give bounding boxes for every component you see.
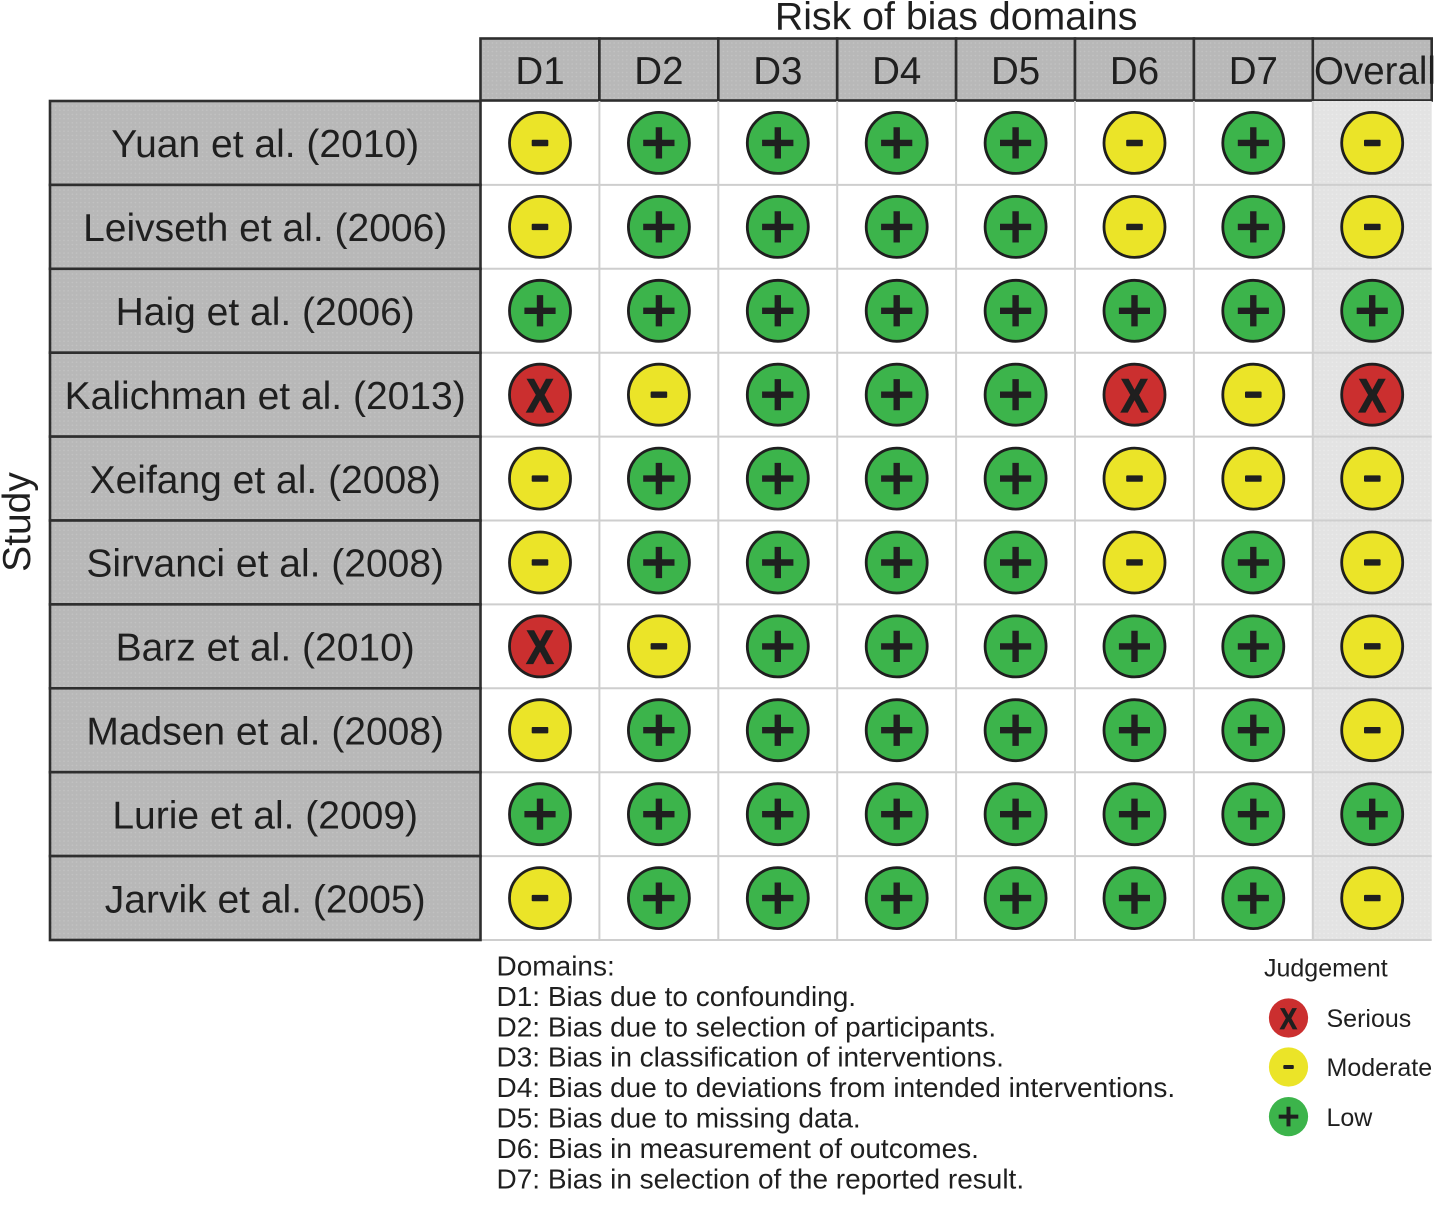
svg-text:Barz et al. (2010): Barz et al. (2010) bbox=[116, 627, 415, 670]
svg-text:Jarvik et al. (2005): Jarvik et al. (2005) bbox=[105, 878, 426, 921]
svg-text:D5: D5 bbox=[991, 50, 1040, 93]
svg-text:Sirvanci et al. (2008): Sirvanci et al. (2008) bbox=[86, 543, 444, 586]
svg-text:D4: Bias due to deviations fro: D4: Bias due to deviations from intended… bbox=[497, 1072, 1176, 1103]
svg-text:D3: Bias in classification of: D3: Bias in classification of interventi… bbox=[497, 1042, 1004, 1073]
svg-text:X: X bbox=[1121, 370, 1148, 422]
svg-text:Lurie et al. (2009): Lurie et al. (2009) bbox=[112, 794, 418, 837]
svg-text:D7: D7 bbox=[1229, 50, 1278, 93]
svg-text:Yuan et al. (2010): Yuan et al. (2010) bbox=[111, 123, 419, 166]
svg-text:Low: Low bbox=[1327, 1104, 1374, 1132]
svg-text:D3: D3 bbox=[753, 50, 802, 93]
svg-text:D6: D6 bbox=[1110, 50, 1159, 93]
svg-text:Leivseth et al. (2006): Leivseth et al. (2006) bbox=[83, 207, 447, 250]
svg-text:Judgement: Judgement bbox=[1264, 954, 1388, 982]
svg-text:D2: Bias due to selection of p: D2: Bias due to selection of participant… bbox=[497, 1011, 997, 1042]
svg-text:Xeifang et al. (2008): Xeifang et al. (2008) bbox=[90, 459, 441, 502]
svg-text:X: X bbox=[1359, 370, 1386, 422]
svg-text:Overall: Overall bbox=[1314, 50, 1436, 93]
svg-text:Study: Study bbox=[0, 472, 39, 572]
svg-text:X: X bbox=[1280, 1002, 1298, 1035]
svg-text:D1: Bias due to confounding.: D1: Bias due to confounding. bbox=[497, 981, 857, 1012]
svg-text:Madsen et al. (2008): Madsen et al. (2008) bbox=[86, 711, 444, 754]
svg-text:Moderate: Moderate bbox=[1327, 1054, 1433, 1082]
svg-text:Serious: Serious bbox=[1327, 1005, 1412, 1033]
svg-text:D6: Bias in measurement of out: D6: Bias in measurement of outcomes. bbox=[497, 1133, 979, 1164]
svg-text:D7: Bias in selection of the r: D7: Bias in selection of the reported re… bbox=[497, 1163, 1025, 1194]
svg-text:Haig et al. (2006): Haig et al. (2006) bbox=[116, 291, 415, 334]
svg-text:D1: D1 bbox=[515, 50, 564, 93]
svg-text:Kalichman et al. (2013): Kalichman et al. (2013) bbox=[65, 375, 466, 418]
svg-text:D5: Bias due to missing data.: D5: Bias due to missing data. bbox=[497, 1103, 861, 1134]
svg-text:Risk of bias domains: Risk of bias domains bbox=[775, 0, 1138, 39]
svg-text:D2: D2 bbox=[634, 50, 683, 93]
svg-text:X: X bbox=[526, 622, 553, 674]
svg-text:Domains:: Domains: bbox=[497, 951, 615, 982]
svg-text:X: X bbox=[526, 370, 553, 422]
svg-text:D4: D4 bbox=[872, 50, 921, 93]
